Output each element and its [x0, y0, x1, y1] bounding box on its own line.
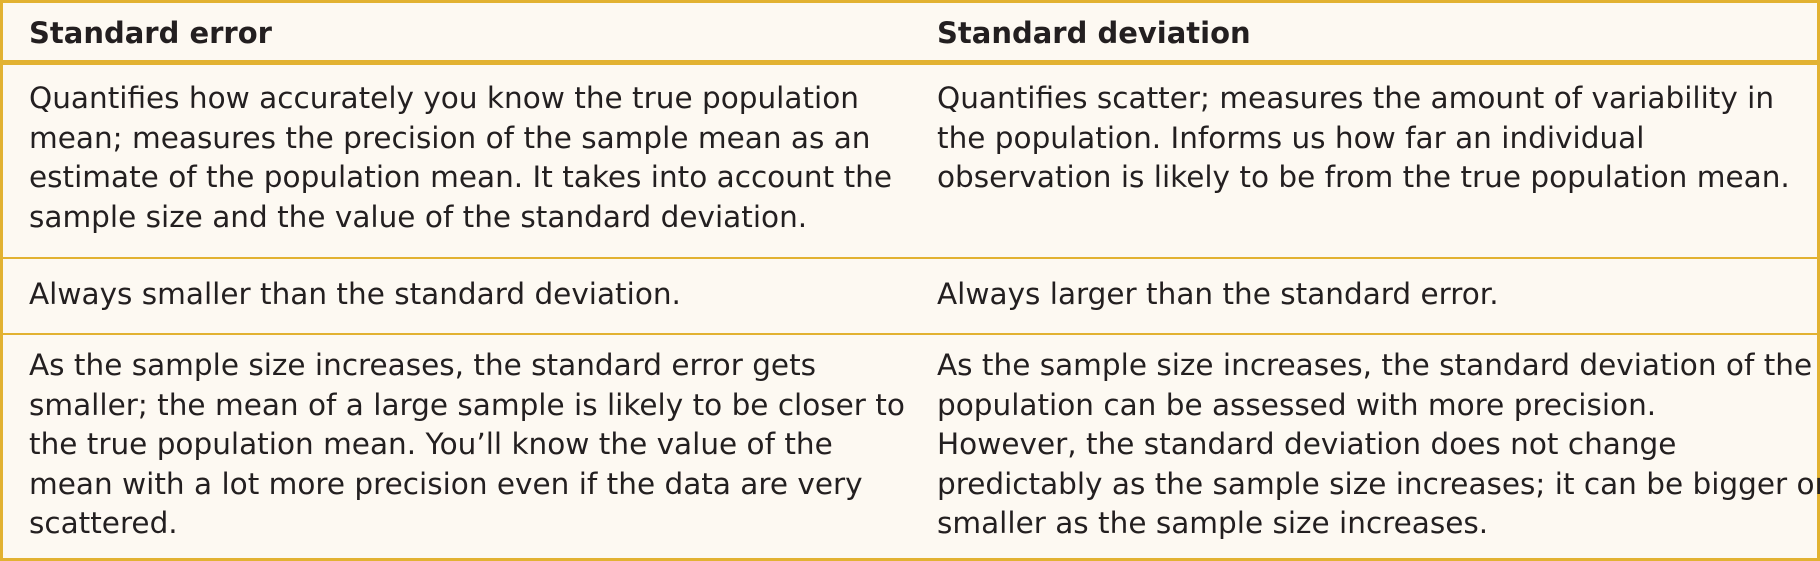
cell-line: the true population mean. You’ll know th…	[29, 427, 833, 462]
cell-line: Quantifies how accurately you know the t…	[29, 81, 859, 115]
table-header-row: Standard error Standard deviation	[3, 3, 1817, 65]
cell-line: predictably as the sample size increases…	[937, 466, 1820, 501]
cell-line: observation is likely to be from the tru…	[937, 160, 1790, 195]
cell-line: As the sample size increases, the standa…	[937, 348, 1813, 382]
table-row: Quantifies how accurately you know the t…	[3, 65, 1817, 259]
standard-deviation-cell: Always larger than the standard error.	[937, 275, 1817, 315]
cell-line: the population. Informs us how far an in…	[937, 120, 1645, 155]
cell-line: smaller; the mean of a large sample is l…	[29, 387, 905, 422]
cell-line: mean with a lot more precision even if t…	[29, 466, 863, 501]
standard-error-cell: As the sample size increases, the standa…	[29, 346, 909, 544]
cell-line: Quantifies scatter; measures the amount …	[937, 81, 1775, 115]
cell-line: smaller as the sample size increases.	[937, 506, 1489, 541]
standard-error-cell: Always smaller than the standard deviati…	[29, 275, 909, 315]
cell-line: sample size and the value of the standar…	[29, 199, 808, 234]
cell-line: mean; measures the precision of the samp…	[29, 120, 871, 155]
standard-deviation-cell: As the sample size increases, the standa…	[937, 346, 1820, 544]
table-row: As the sample size increases, the standa…	[3, 335, 1820, 558]
cell-line: As the sample size increases, the standa…	[29, 348, 817, 382]
standard-error-cell: Quantifies how accurately you know the t…	[29, 79, 909, 237]
header-standard-error: Standard error	[29, 16, 272, 50]
cell-line: scattered.	[29, 506, 178, 541]
cell-line: population can be assessed with more pre…	[937, 387, 1657, 422]
cell-line: However, the standard deviation does not…	[937, 427, 1677, 462]
standard-deviation-cell: Quantifies scatter; measures the amount …	[937, 79, 1817, 198]
cell-line: estimate of the population mean. It take…	[29, 160, 892, 195]
cell-line: Always larger than the standard error.	[937, 277, 1499, 311]
table-row: Always smaller than the standard deviati…	[3, 259, 1817, 335]
cell-line: Always smaller than the standard deviati…	[29, 277, 681, 311]
header-standard-deviation: Standard deviation	[937, 16, 1251, 50]
